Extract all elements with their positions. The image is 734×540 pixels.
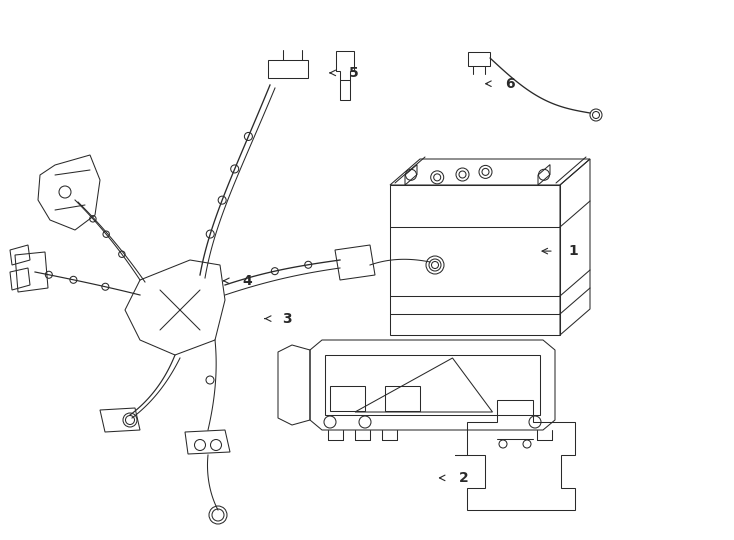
Text: 1: 1 (569, 244, 578, 258)
Text: 3: 3 (283, 312, 292, 326)
Text: 4: 4 (242, 274, 252, 288)
Bar (385, 386, 420, 411)
Bar (330, 386, 365, 411)
Bar (325, 355, 540, 415)
Text: 6: 6 (505, 77, 515, 91)
Bar (268, 60, 308, 78)
Text: 5: 5 (349, 66, 358, 80)
Text: 2: 2 (459, 471, 468, 485)
Bar (468, 52, 490, 66)
